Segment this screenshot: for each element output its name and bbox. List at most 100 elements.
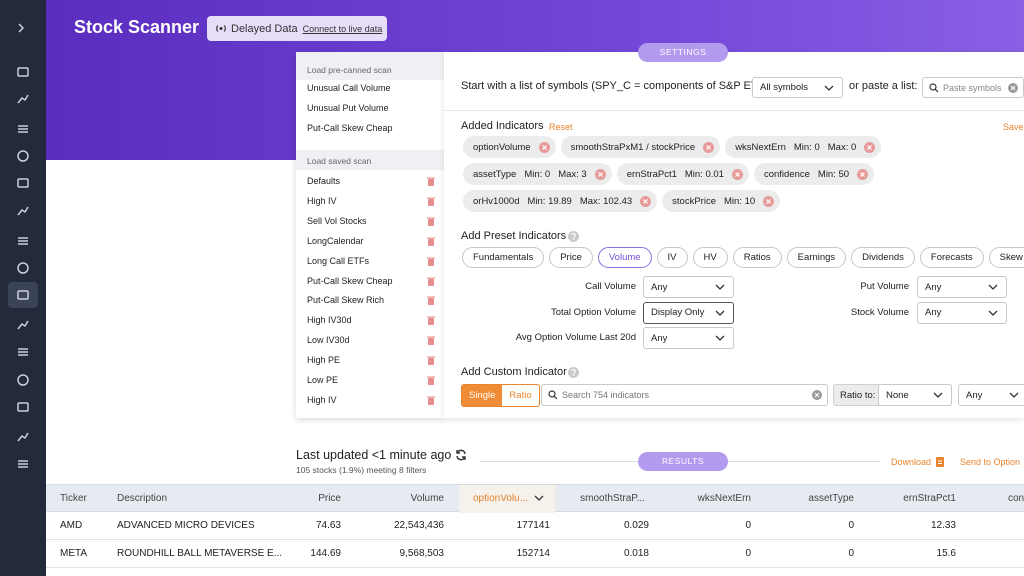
results-tab[interactable]: RESULTS bbox=[638, 452, 728, 471]
table-row[interactable]: AMD ADVANCED MICRO DEVICES 74.63 22,543,436… bbox=[46, 512, 1024, 540]
indicator-search[interactable]: Search 754 indicators bbox=[541, 384, 828, 406]
results-summary: 105 stocks (1.9%) meeting 8 filters bbox=[296, 465, 427, 475]
menu-item[interactable]: Low IV30d bbox=[307, 335, 350, 346]
select[interactable]: Any bbox=[643, 327, 734, 349]
delete-icon-part bbox=[427, 277, 435, 279]
delete-icon-part bbox=[428, 358, 434, 366]
chip-text: confidence bbox=[763, 168, 810, 180]
column-header[interactable]: wksNextErn bbox=[655, 485, 755, 513]
menu-item[interactable]: High IV30d bbox=[307, 315, 352, 326]
menu-section-header: Load saved scan bbox=[296, 150, 444, 170]
table-cell: 177141 bbox=[516, 520, 550, 531]
mode-option[interactable]: Single bbox=[462, 385, 503, 406]
menu-item[interactable]: High IV bbox=[307, 195, 337, 206]
download-icon bbox=[936, 457, 944, 467]
preset-tab[interactable]: Earnings bbox=[786, 247, 847, 268]
select-value: Any bbox=[925, 281, 942, 293]
settings-tab[interactable]: SETTINGS bbox=[638, 43, 728, 62]
badge-link[interactable]: Connect to live data bbox=[302, 23, 383, 34]
table-cell: ADVANCED MICRO DEVICES bbox=[117, 520, 255, 531]
download-link[interactable]: Download bbox=[891, 457, 932, 467]
preset-tab[interactable]: Fundamentals bbox=[462, 247, 545, 268]
column-header[interactable]: ernStraPct1 bbox=[858, 485, 960, 513]
menu-item[interactable]: Long Call ETFs bbox=[307, 255, 370, 266]
chevron bbox=[933, 392, 943, 398]
preset-tab[interactable]: Skew bbox=[988, 247, 1024, 268]
menu-item[interactable]: Put-Call Skew Cheap bbox=[307, 275, 393, 286]
column-title: wksNextErn bbox=[697, 493, 751, 504]
ratio-to-label: Ratio to: bbox=[840, 390, 876, 401]
table-cell: 0 bbox=[848, 548, 854, 559]
indicator-chip: smoothStraPxM1 / stockPrice bbox=[560, 136, 721, 158]
select[interactable]: Any bbox=[917, 301, 1007, 324]
select-value: Any bbox=[651, 332, 668, 344]
delete-icon bbox=[427, 336, 435, 346]
placeholder: Search 754 indicators bbox=[562, 390, 650, 400]
delete-icon-part bbox=[427, 217, 435, 219]
remove-button-part bbox=[706, 144, 712, 150]
select[interactable]: Any bbox=[917, 276, 1007, 298]
menu-item[interactable]: High PE bbox=[307, 355, 341, 366]
preset-tab[interactable]: Price bbox=[549, 247, 593, 268]
preset-tab[interactable]: Volume bbox=[597, 247, 652, 268]
indicator-chip: confidence Min: 50 bbox=[753, 163, 875, 185]
reset-link[interactable]: Reset bbox=[549, 122, 573, 132]
help-icon bbox=[568, 231, 579, 242]
select[interactable]: None bbox=[878, 384, 952, 406]
column-title: smoothStraP... bbox=[580, 493, 645, 504]
table-cell: 0.029 bbox=[623, 520, 649, 531]
send-link[interactable]: Send to Option bbox=[960, 457, 1021, 467]
chevron bbox=[988, 310, 998, 316]
column-title: Ticker bbox=[60, 493, 87, 504]
menu-item[interactable]: Put-Call Skew Cheap bbox=[307, 123, 393, 133]
delete-icon-part bbox=[428, 218, 434, 226]
preset-tab[interactable]: Dividends bbox=[851, 247, 915, 268]
chevron bbox=[715, 335, 725, 341]
chevron-part bbox=[933, 392, 943, 398]
help-icon-part bbox=[572, 238, 575, 240]
placeholder: Paste symbols bbox=[943, 82, 1002, 93]
page-title: Stock Scanner bbox=[74, 17, 200, 37]
column-header[interactable]: smoothStraP... bbox=[555, 485, 655, 513]
help-icon-part bbox=[568, 367, 579, 378]
menu-item[interactable]: Unusual Call Volume bbox=[307, 83, 391, 93]
select[interactable]: Any bbox=[958, 384, 1024, 406]
column-header[interactable]: con bbox=[960, 485, 1024, 513]
menu-item[interactable]: Sell Vol Stocks bbox=[307, 215, 367, 226]
sidebar-icon bbox=[18, 125, 28, 133]
select[interactable]: Any bbox=[643, 276, 734, 298]
menu-item[interactable]: Unusual Put Volume bbox=[307, 103, 389, 113]
sidebar-icon bbox=[18, 348, 28, 356]
section-title: Add Custom Indicator bbox=[461, 366, 567, 378]
column-header[interactable]: Price bbox=[286, 485, 346, 513]
chip-text: Max: 102.43 bbox=[579, 195, 633, 207]
help-icon-part bbox=[572, 374, 575, 376]
filter-label: Total Option Volume bbox=[550, 306, 636, 318]
indicator-chip: stockPrice Min: 10 bbox=[662, 190, 781, 212]
indicator-chip: wksNextErn Min: 0 Max: 0 bbox=[725, 136, 882, 158]
menu-item[interactable]: Defaults bbox=[307, 176, 341, 186]
column-header[interactable]: Ticker bbox=[46, 485, 106, 513]
column-header[interactable]: optionVolu... bbox=[459, 485, 555, 513]
column-header[interactable]: Volume bbox=[346, 485, 449, 513]
preset-tab[interactable]: Forecasts bbox=[919, 247, 984, 268]
menu-item[interactable]: Low PE bbox=[307, 375, 339, 385]
menu-item[interactable]: Put-Call Skew Rich bbox=[307, 295, 385, 306]
table-row[interactable]: META ROUNDHILL BALL METAVERSE E... 144.69 9… bbox=[46, 540, 1024, 568]
save-link[interactable]: Save bbox=[1003, 122, 1024, 132]
preset-tab[interactable]: Ratios bbox=[732, 247, 782, 268]
table-cell: 0.018 bbox=[623, 548, 649, 559]
sidebar-icon bbox=[17, 150, 29, 162]
preset-tab[interactable]: IV bbox=[656, 247, 688, 268]
menu-item[interactable]: High IV bbox=[307, 394, 337, 405]
column-header[interactable]: Description bbox=[106, 485, 286, 513]
column-header[interactable]: assetType bbox=[755, 485, 858, 513]
paste-input[interactable]: Paste symbols bbox=[922, 77, 1024, 98]
mode-option[interactable]: Ratio bbox=[509, 390, 532, 401]
table-cell: 12.33 bbox=[930, 520, 956, 531]
column-title: Volume bbox=[410, 493, 444, 504]
select[interactable]: All symbols bbox=[752, 77, 843, 98]
select[interactable]: Display Only bbox=[643, 301, 734, 324]
preset-tab[interactable]: HV bbox=[692, 247, 728, 268]
menu-item[interactable]: LongCalendar bbox=[307, 235, 364, 246]
